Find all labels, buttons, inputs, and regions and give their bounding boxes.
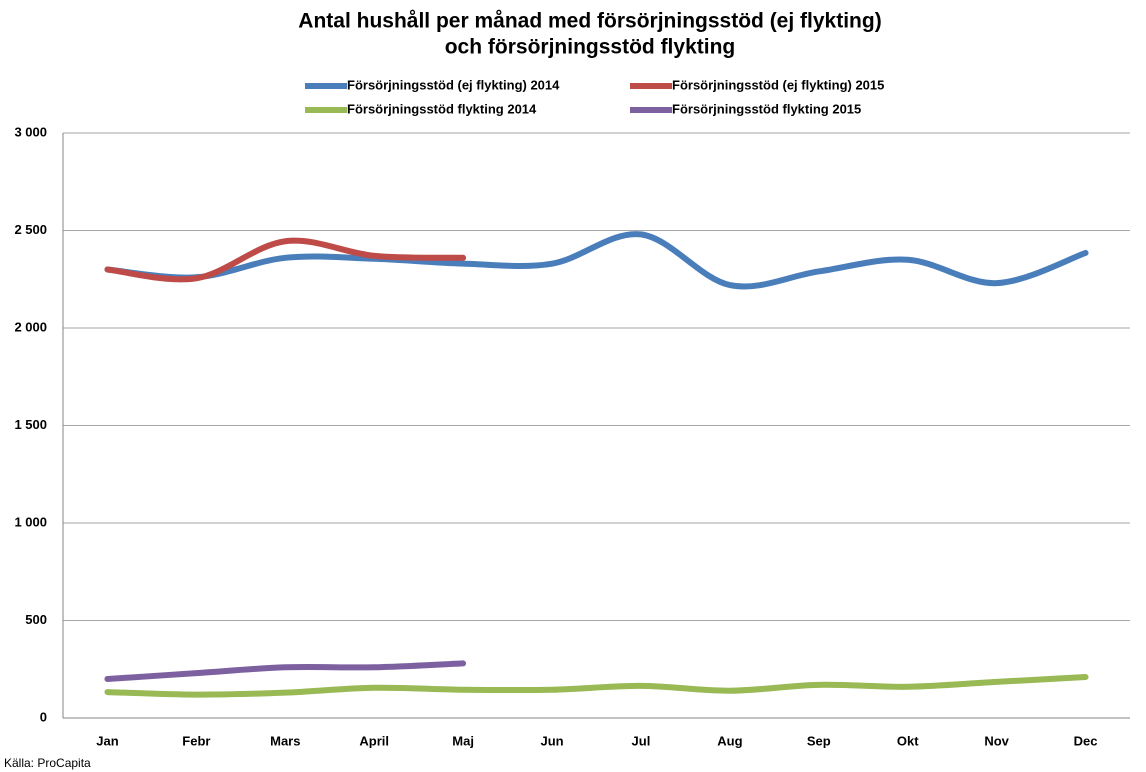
y-tick-label: 2 500: [14, 222, 47, 237]
x-tick-label: Dec: [1074, 733, 1098, 748]
line-series: [104, 660, 467, 682]
x-tick-label: Jul: [632, 733, 651, 748]
y-tick-label: 1 500: [14, 417, 47, 432]
line-series: [104, 231, 1089, 290]
x-tick-label: Febr: [182, 733, 210, 748]
source-note: Källa: ProCapita: [4, 756, 91, 770]
legend-label: Försörjningsstöd (ej flykting) 2015: [672, 77, 884, 92]
line-series: [104, 674, 1089, 698]
x-tick-label: Sep: [807, 733, 831, 748]
x-tick-label: Jan: [96, 733, 118, 748]
x-tick-label: Jun: [540, 733, 563, 748]
line-series: [104, 237, 467, 283]
y-tick-label: 0: [40, 709, 47, 724]
legend-label: Försörjningsstöd flykting 2014: [347, 101, 537, 116]
x-tick-label: Maj: [452, 733, 474, 748]
chart-title: Antal hushåll per månad med försörjnings…: [298, 10, 881, 33]
chart-title: och försörjningsstöd flykting: [445, 36, 736, 59]
x-tick-label: Mars: [270, 733, 300, 748]
x-tick-label: Nov: [984, 733, 1009, 748]
y-tick-label: 3 000: [14, 124, 47, 139]
x-tick-label: Aug: [717, 733, 742, 748]
x-tick-label: April: [359, 733, 389, 748]
legend-label: Försörjningsstöd flykting 2015: [672, 101, 861, 116]
y-tick-label: 1 000: [14, 514, 47, 529]
y-tick-label: 2 000: [14, 319, 47, 334]
legend-label: Försörjningsstöd (ej flykting) 2014: [347, 77, 560, 92]
x-tick-label: Okt: [897, 733, 919, 748]
y-tick-label: 500: [25, 612, 47, 627]
